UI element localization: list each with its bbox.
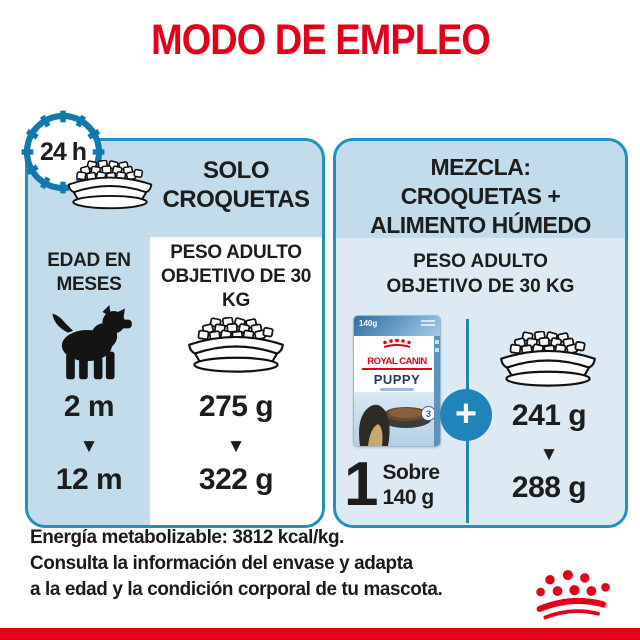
down-arrow: ▼ — [79, 436, 99, 457]
sachet-unit: Sobre — [382, 461, 440, 484]
ration-header-line1: PESO ADULTO — [170, 242, 302, 263]
panel-solo-croquetas: SOLO CROQUETAS EDAD EN MESES — [25, 138, 325, 528]
kibble-bowl-icon — [184, 316, 288, 376]
kibble-bowl-svg — [188, 316, 284, 373]
pouch-subtext-bar — [380, 388, 414, 391]
age-column-header: EDAD EN MESES — [28, 249, 150, 297]
mezcla-weight-line1: PESO ADULTO — [413, 251, 548, 272]
plus-icon: + — [440, 389, 492, 441]
ration-column-background — [150, 237, 322, 525]
puppy-silhouette-icon — [42, 299, 137, 387]
pouch-edge-band — [434, 336, 440, 446]
ration-from-value: 275 g — [198, 390, 274, 423]
pouch-product-name: PUPPY — [373, 372, 421, 387]
mezcla-weight-header: PESO ADULTO OBJETIVO DE 30 KG — [336, 249, 625, 299]
solo-croquetas-header: SOLO CROQUETAS — [150, 156, 322, 214]
pouch-red-rule — [362, 368, 432, 370]
page-title-text: MODO DE EMPLEO — [150, 16, 491, 64]
ration-column-header: PESO ADULTO OBJETIVO DE 30 KG — [150, 241, 322, 313]
clock-label: 24 h — [39, 137, 87, 166]
pouch-top-band: 140g — [354, 316, 440, 336]
age-header-line1: EDAD EN — [47, 250, 131, 271]
pouch-brand-name: ROYAL CANIN — [367, 356, 427, 367]
pouch-photo-svg — [359, 404, 432, 446]
registered-mark: ® — [601, 601, 607, 610]
ration-header-line2: OBJETIVO DE 30 — [161, 266, 311, 287]
brand-red-bar — [0, 628, 640, 640]
footer-note: Energía metabolizable: 3812 kcal/kg. Con… — [30, 524, 573, 602]
solo-line: SOLO — [202, 157, 270, 184]
mezcla-line2: CROQUETAS + — [400, 183, 561, 209]
royal-canin-logo — [536, 569, 610, 620]
panel-mezcla: MEZCLA: CROQUETAS + ALIMENTO HÚMEDO PESO… — [333, 138, 628, 528]
mezcla-line3: ALIMENTO HÚMEDO — [370, 212, 591, 238]
ration-to-value: 322 g — [198, 463, 274, 496]
plus-glyph: + — [454, 392, 478, 435]
mix-to-value: 288 g — [511, 471, 587, 504]
pouch-photo-area: 3 — [354, 392, 440, 446]
page-title: MODO DE EMPLEO — [0, 16, 640, 65]
ration-header-line3: KG — [222, 290, 250, 311]
footer-line3: a la edad y la condición corporal de tu … — [30, 578, 443, 600]
age-header-line2: MESES — [56, 274, 122, 295]
kibble-bowl-icon — [496, 330, 600, 390]
sachet-count: 1 — [344, 450, 379, 519]
footer-line1: Energía metabolizable: 3812 kcal/kg. — [30, 526, 345, 548]
pouch-crown-icon — [383, 338, 411, 348]
age-to-value: 12 m — [55, 463, 123, 496]
footer-line2: Consulta la información del envase y ada… — [30, 552, 413, 574]
pouch-fineprint-bar — [421, 320, 435, 322]
sachet-weight: 140 g — [382, 486, 434, 509]
age-from-value: 2 m — [63, 390, 115, 423]
down-arrow: ▼ — [226, 436, 246, 457]
sachet-count-block: 1 Sobre 140 g — [344, 450, 464, 519]
product-pouch: 140g ROYAL CANIN PUPPY MAXI — [353, 315, 441, 447]
pouch-weight-label: 140g — [359, 319, 378, 328]
pouch-fineprint-bar — [421, 324, 435, 326]
mezcla-line1: MEZCLA: — [430, 154, 531, 180]
kibble-bowl-icon — [64, 159, 156, 212]
down-arrow: ▼ — [539, 444, 559, 465]
kibble-bowl-svg — [500, 330, 596, 387]
croquetas-line: CROQUETAS — [162, 186, 310, 213]
kibble-bowl-svg — [67, 159, 153, 210]
puppy-silhouette-svg — [52, 305, 132, 380]
mix-from-value: 241 g — [511, 399, 587, 432]
mezcla-weight-line2: OBJETIVO DE 30 KG — [386, 276, 575, 297]
mezcla-header: MEZCLA: CROQUETAS + ALIMENTO HÚMEDO — [336, 153, 625, 240]
